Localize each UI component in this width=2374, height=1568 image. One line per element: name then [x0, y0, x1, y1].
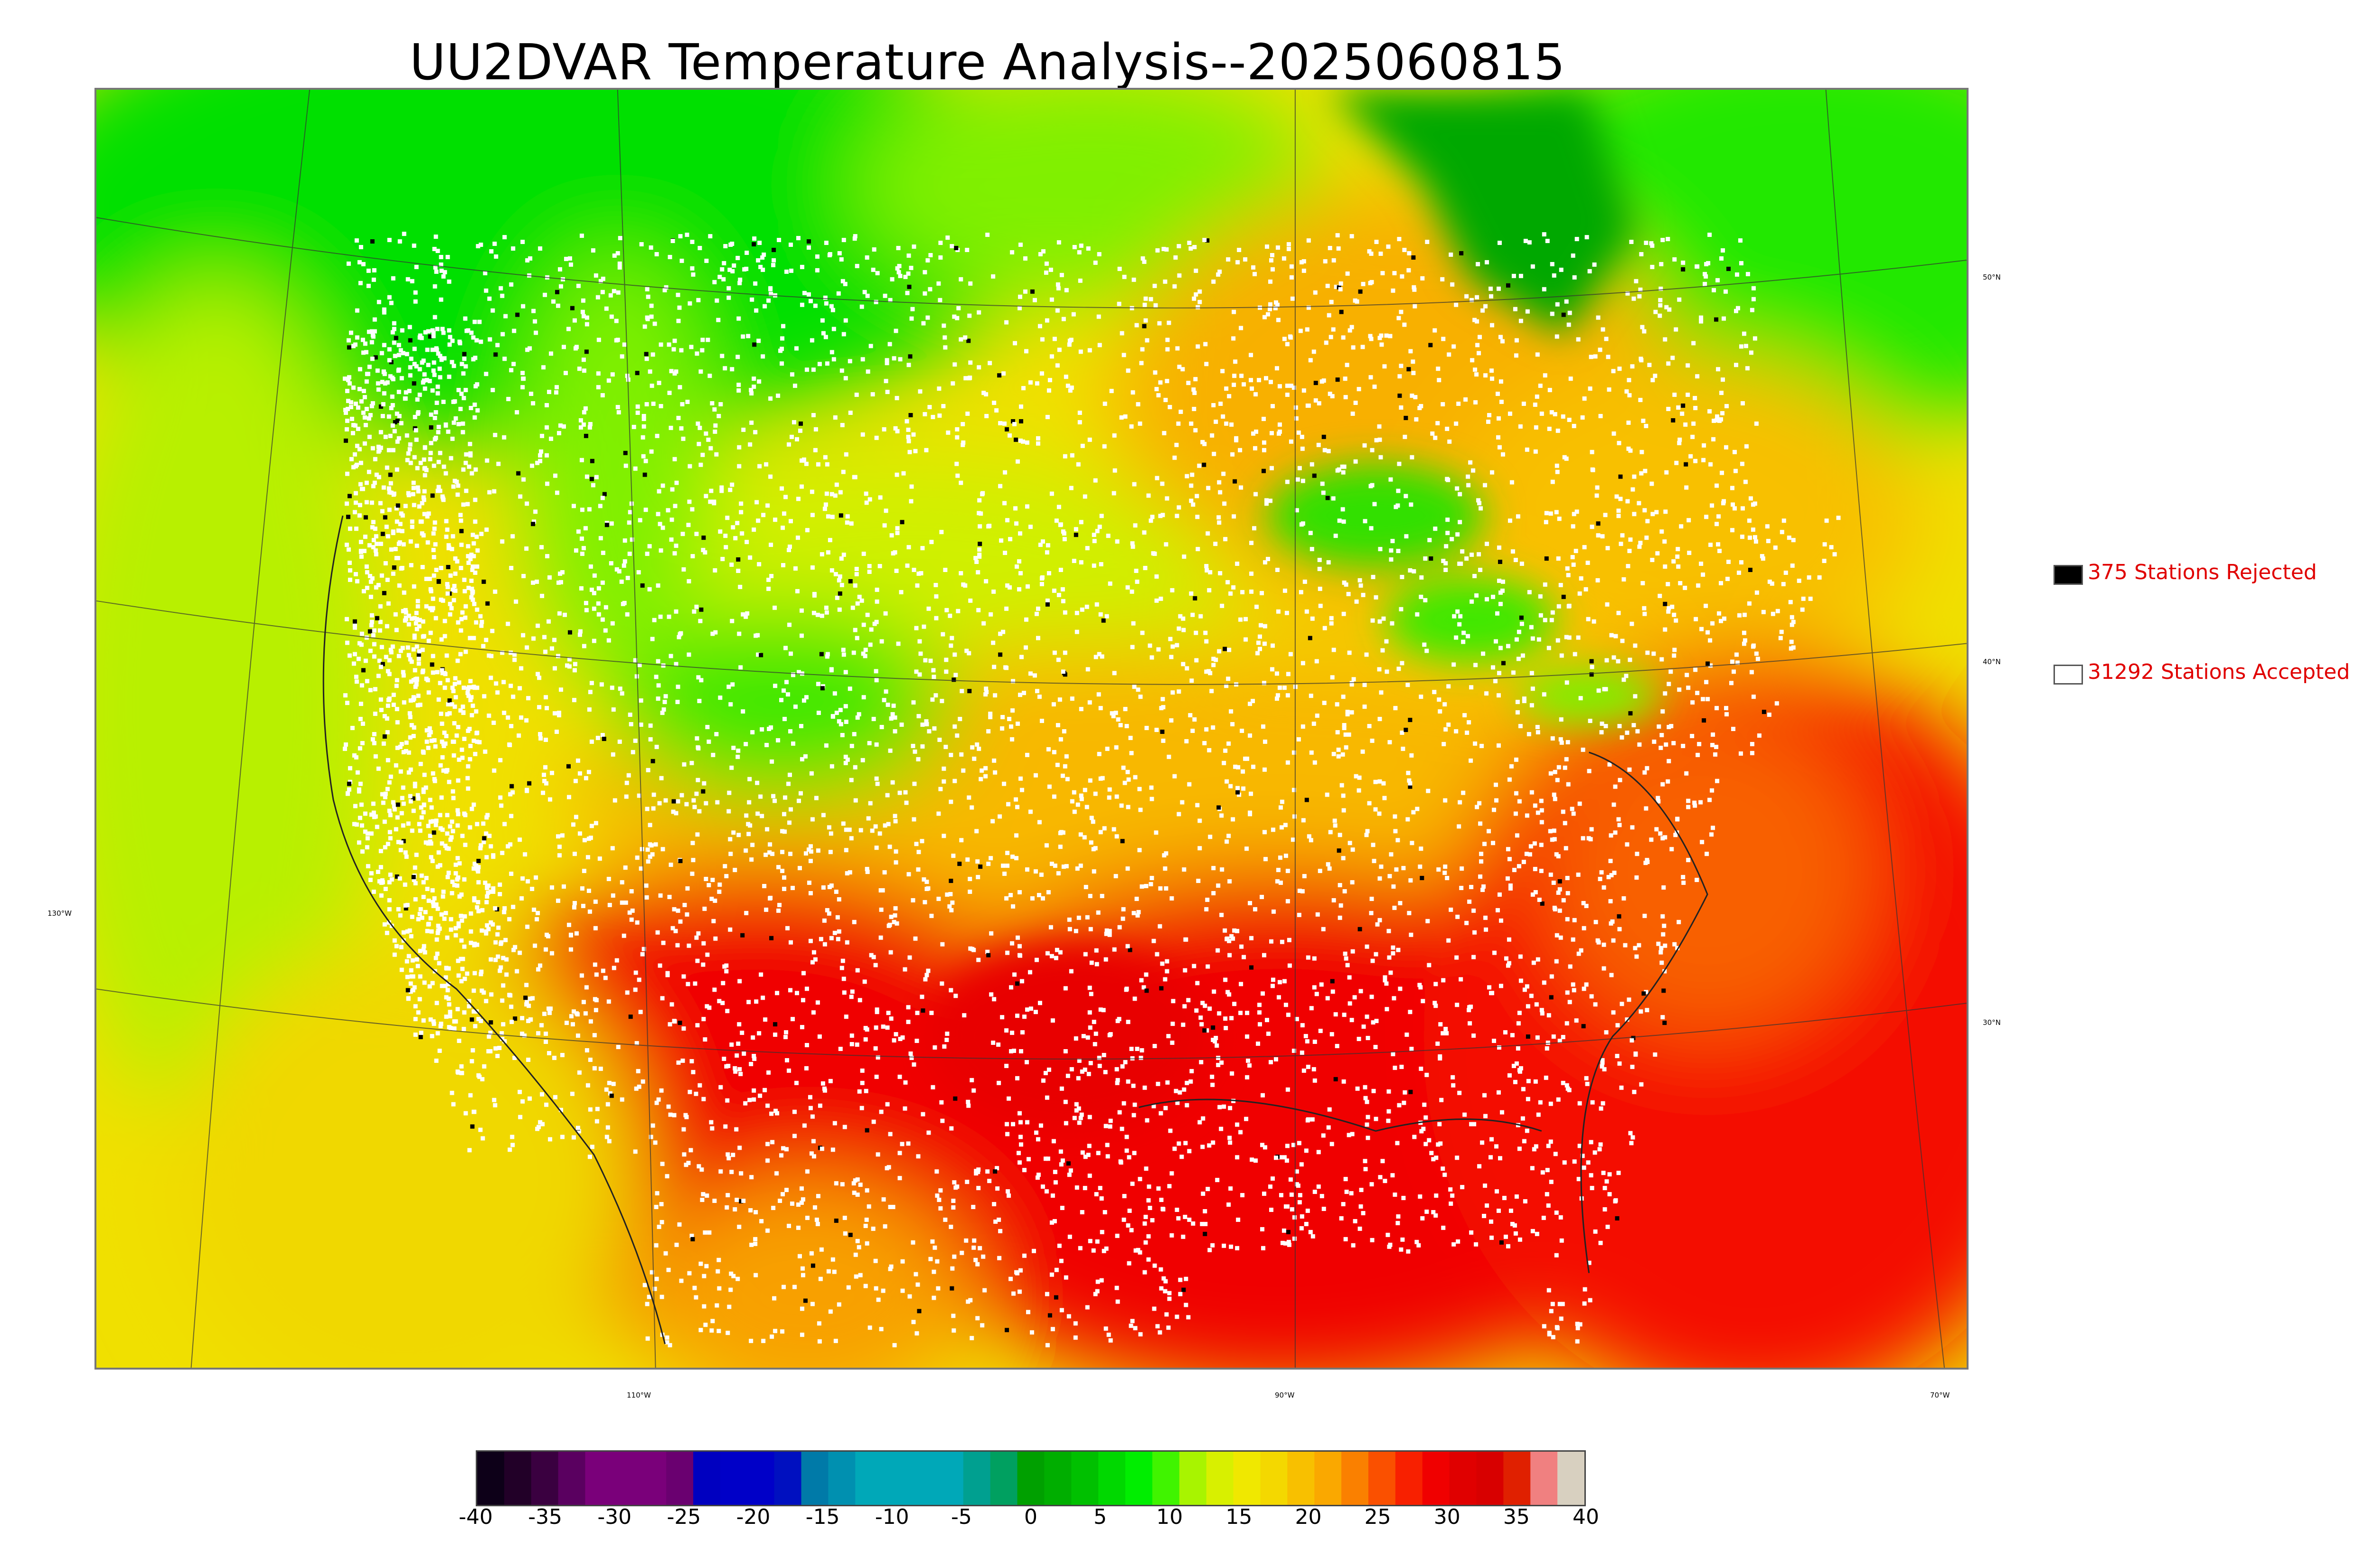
colorbar-segment: [693, 1452, 721, 1505]
temperature-map: [94, 88, 1969, 1370]
colorbar-segment: [1395, 1452, 1423, 1505]
colorbar-tick-label: 35: [1503, 1505, 1530, 1529]
colorbar-segment: [1233, 1452, 1261, 1505]
colorbar-segment: [1557, 1452, 1584, 1505]
colorbar-segment: [747, 1452, 775, 1505]
colorbar-tick-label: -25: [667, 1505, 701, 1529]
colorbar-segment: [774, 1452, 802, 1505]
colorbar-tick-label: 10: [1156, 1505, 1183, 1529]
colorbar-tick-label: 25: [1364, 1505, 1391, 1529]
colorbar-segment: [1530, 1452, 1558, 1505]
lat-label-40: 40°N: [1983, 657, 2001, 666]
colorbar-segment: [1179, 1452, 1207, 1505]
colorbar-tick-label: -5: [951, 1505, 972, 1529]
colorbar-segment: [1125, 1452, 1153, 1505]
lat-label-30: 30°N: [1983, 1018, 2001, 1027]
graticule: [96, 90, 1967, 1368]
colorbar-segment: [828, 1452, 856, 1505]
colorbar-segment: [1260, 1452, 1288, 1505]
colorbar-tick-label: 0: [1024, 1505, 1037, 1529]
colorbar-tick-label: 5: [1093, 1505, 1107, 1529]
lon-label-110: 110°W: [627, 1391, 651, 1399]
station-dots: [342, 232, 1841, 1348]
accepted-label: 31292 Stations Accepted: [2088, 660, 2350, 684]
colorbar-tick-label: -30: [597, 1505, 632, 1529]
colorbar-segment: [1098, 1452, 1126, 1505]
colorbar-segment: [1152, 1452, 1180, 1505]
colorbar-tick-label: -20: [736, 1505, 771, 1529]
lon-label-70: 70°W: [1930, 1391, 1950, 1399]
coastlines: [322, 515, 1708, 1344]
colorbar-segment: [1368, 1452, 1396, 1505]
colorbar-segment: [801, 1452, 829, 1505]
colorbar-tick-label: -40: [459, 1505, 493, 1529]
colorbar-segment: [990, 1452, 1018, 1505]
colorbar-tick-label: -15: [805, 1505, 840, 1529]
colorbar-segment: [1476, 1452, 1504, 1505]
colorbar-segment: [531, 1452, 559, 1505]
colorbar-segment: [558, 1452, 586, 1505]
colorbar-segment: [666, 1452, 694, 1505]
colorbar-segment: [1314, 1452, 1342, 1505]
colorbar-tick-label: -35: [528, 1505, 563, 1529]
colorbar-tick-label: 15: [1225, 1505, 1253, 1529]
rejected-swatch: [2054, 565, 2083, 585]
colorbar-segment: [1071, 1452, 1099, 1505]
colorbar-segment: [585, 1452, 613, 1505]
colorbar-segment: [1044, 1452, 1072, 1505]
colorbar-segment: [1503, 1452, 1531, 1505]
accepted-swatch: [2054, 665, 2083, 685]
colorbar-segment: [1206, 1452, 1234, 1505]
colorbar-segment: [1422, 1452, 1451, 1505]
colorbar-segment: [720, 1452, 748, 1505]
rejected-label: 375 Stations Rejected: [2088, 560, 2317, 584]
colorbar-tick-label: 20: [1295, 1505, 1322, 1529]
colorbar-segment: [477, 1452, 505, 1505]
colorbar-segment: [639, 1452, 667, 1505]
colorbar-tick-label: -10: [875, 1505, 909, 1529]
lon-label-130: 130°W: [47, 909, 72, 918]
colorbar-segment: [882, 1452, 910, 1505]
colorbar-segment: [1287, 1452, 1315, 1505]
colorbar-tick-label: 40: [1573, 1505, 1599, 1529]
map-title: UU2DVAR Temperature Analysis--2025060815: [409, 33, 1566, 91]
colorbar-segment: [504, 1452, 532, 1505]
lon-label-90: 90°W: [1275, 1391, 1295, 1399]
lat-label-50: 50°N: [1983, 273, 2001, 282]
colorbar-segment: [963, 1452, 991, 1505]
colorbar-segment: [1449, 1452, 1477, 1505]
colorbar-segment: [936, 1452, 964, 1505]
colorbar-segment: [909, 1452, 937, 1505]
colorbar-segment: [1017, 1452, 1045, 1505]
temperature-field: [96, 90, 1967, 1368]
colorbar-segment: [855, 1452, 883, 1505]
colorbar: [476, 1450, 1586, 1506]
colorbar-segment: [612, 1452, 640, 1505]
colorbar-tick-label: 30: [1433, 1505, 1460, 1529]
colorbar-segment: [1341, 1452, 1369, 1505]
